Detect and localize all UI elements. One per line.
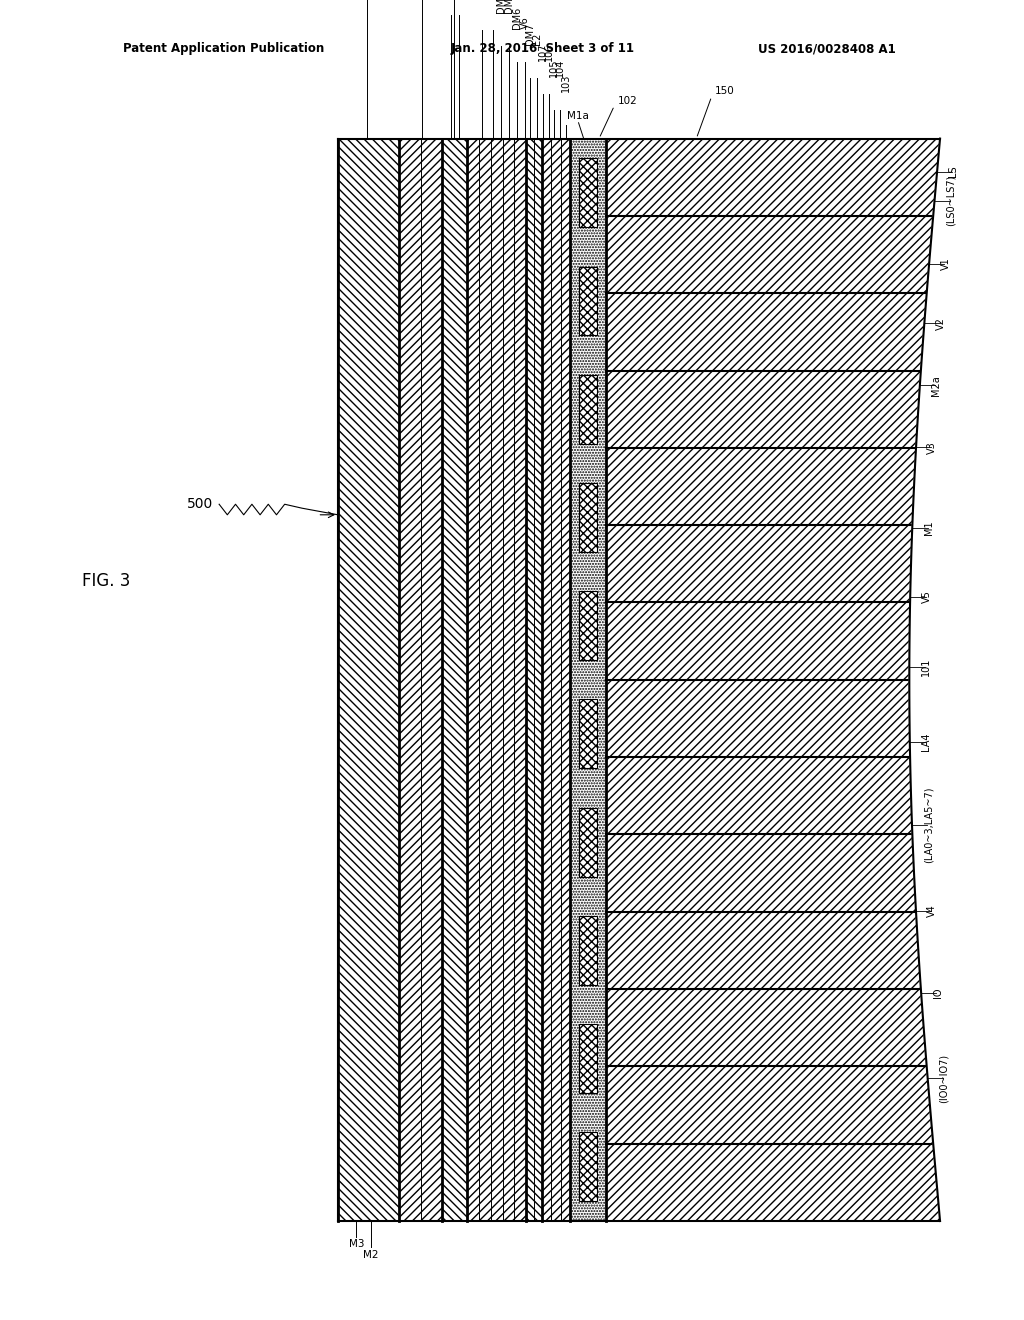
Bar [580,375,597,444]
Bar [526,139,542,1221]
Text: (LA0~3,LA5~7): (LA0~3,LA5~7) [924,787,934,863]
Bar [580,1133,597,1201]
Text: 106: 106 [544,42,554,61]
Text: V2: V2 [936,317,946,330]
Text: 107: 107 [538,42,548,61]
Text: Patent Application Publication: Patent Application Publication [123,42,325,55]
Bar [580,158,597,227]
Text: M3: M3 [348,1239,365,1250]
Text: (IO0~IO7): (IO0~IO7) [939,1053,949,1104]
Text: FIG. 3: FIG. 3 [82,572,130,590]
Text: LS: LS [948,166,958,177]
Text: M2: M2 [362,1250,379,1261]
Text: 101: 101 [921,657,931,676]
Text: M1a: M1a [566,111,589,121]
Bar [338,139,399,1221]
Polygon shape [909,139,1024,1221]
Text: V3: V3 [928,441,937,454]
Text: DM4: DM4 [496,0,506,13]
Bar [580,700,597,768]
Text: 500: 500 [186,498,213,511]
Text: DM6: DM6 [512,7,522,29]
Bar [542,139,570,1221]
Bar [580,483,597,552]
Text: V1: V1 [940,257,950,271]
Text: 104: 104 [555,58,565,77]
Text: Jan. 28, 2016  Sheet 3 of 11: Jan. 28, 2016 Sheet 3 of 11 [451,42,635,55]
Text: 102: 102 [617,95,637,106]
Bar [580,591,597,660]
Bar [442,139,467,1221]
Text: E2: E2 [531,33,542,45]
Text: IO: IO [933,987,942,998]
Text: LA4: LA4 [922,733,931,751]
Bar [580,808,597,876]
Bar [338,139,942,1221]
Text: M2a: M2a [931,375,941,396]
Text: 150: 150 [715,86,734,96]
Bar [606,139,940,1221]
Text: 103: 103 [561,74,571,92]
Text: V6: V6 [520,16,530,29]
Text: M1: M1 [924,520,934,536]
Bar [467,139,526,1221]
Text: DM7: DM7 [525,22,536,45]
Text: US 2016/0028408 A1: US 2016/0028408 A1 [758,42,896,55]
Text: DM5: DM5 [504,0,514,13]
Text: 105: 105 [549,58,559,77]
Text: (LS0~LS7): (LS0~LS7) [946,176,956,226]
Bar [580,267,597,335]
Bar [580,916,597,985]
Bar [399,139,442,1221]
Bar [580,1024,597,1093]
Bar [570,139,606,1221]
Text: V4: V4 [928,904,937,917]
Text: V5: V5 [922,590,932,603]
